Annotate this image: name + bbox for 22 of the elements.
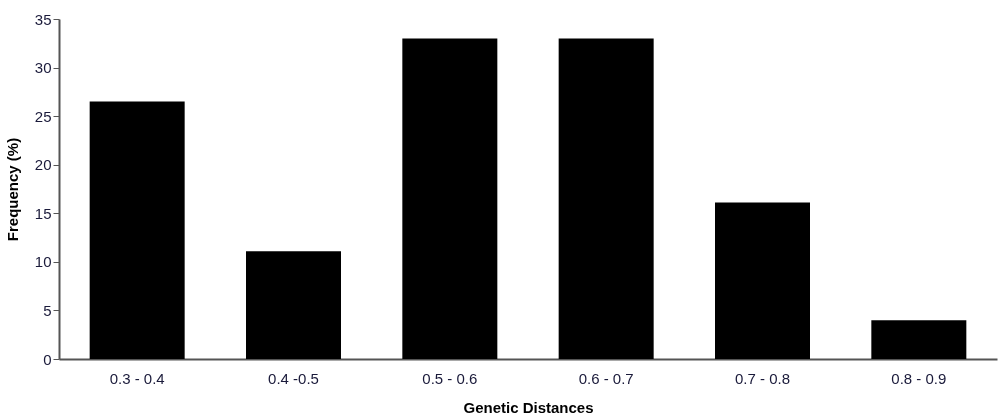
bar xyxy=(558,38,654,359)
x-tick-label: 0.3 - 0.4 xyxy=(109,369,165,387)
x-tick-label: 0.5 - 0.6 xyxy=(422,369,478,387)
y-tick-label: 35 xyxy=(34,10,52,28)
x-tick-label: 0.4 -0.5 xyxy=(268,369,319,387)
bar xyxy=(246,251,341,359)
bar xyxy=(871,320,967,359)
bar xyxy=(715,202,810,359)
x-tick-label: 0.8 - 0.9 xyxy=(891,369,947,387)
x-tick-label: 0.7 - 0.8 xyxy=(734,369,791,387)
y-axis-title: Frequency (%) xyxy=(3,137,21,242)
x-tick-label: 0.6 - 0.7 xyxy=(578,369,634,387)
y-tick-label: 15 xyxy=(34,204,52,222)
y-tick-label: 5 xyxy=(43,301,52,319)
y-tick-label: 10 xyxy=(34,253,52,271)
y-tick-label: 25 xyxy=(34,107,52,125)
bar xyxy=(402,38,498,359)
y-tick-label: 30 xyxy=(34,59,52,77)
y-tick-label: 20 xyxy=(34,156,52,174)
y-tick-label: 0 xyxy=(43,350,52,368)
x-axis-title: Genetic Distances xyxy=(463,398,594,416)
bar xyxy=(89,101,185,359)
